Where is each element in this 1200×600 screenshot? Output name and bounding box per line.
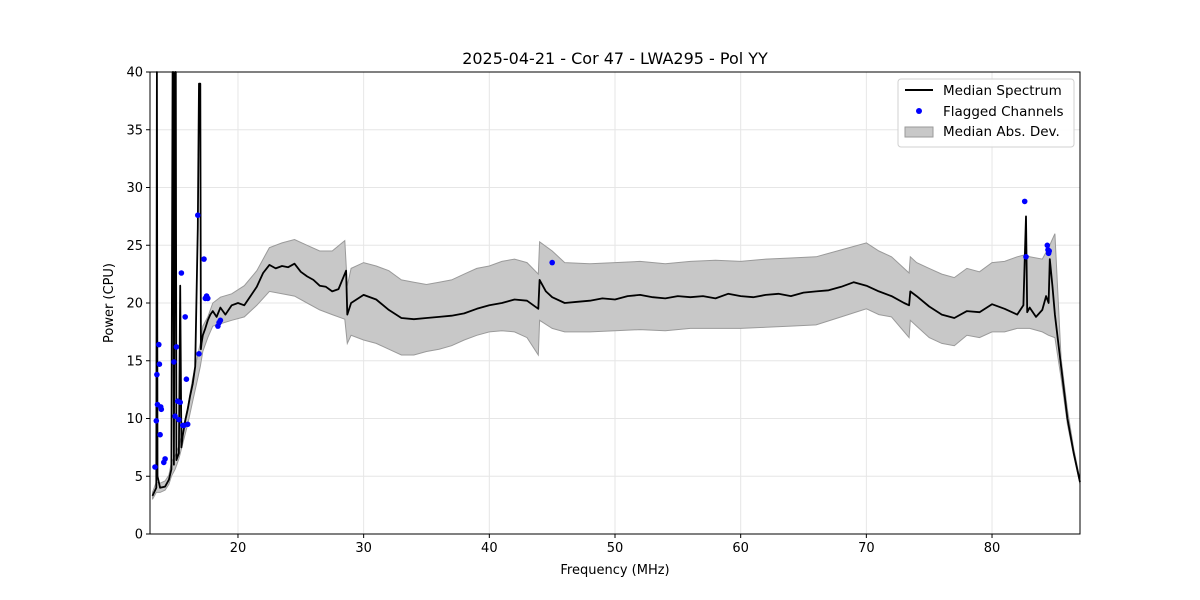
legend-mad-swatch <box>904 126 934 138</box>
flagged-point <box>153 418 160 424</box>
flagged-point <box>205 295 211 302</box>
flagged-point <box>172 413 178 420</box>
y-tick-label: 15 <box>126 354 143 369</box>
flagged-point <box>1023 253 1029 260</box>
x-tick-label: 40 <box>481 541 498 556</box>
flagged-point <box>196 351 202 357</box>
flagged-point <box>173 344 180 350</box>
flagged-point <box>1021 198 1028 205</box>
x-tick-label: 20 <box>230 541 247 556</box>
y-tick-label: 30 <box>126 181 143 196</box>
y-axis-ticks: 0 5 10 15 20 25 30 35 40 <box>126 66 150 543</box>
flagged-point <box>162 456 168 462</box>
chart-title: 2025-04-21 - Cor 47 - LWA295 - Pol YY <box>462 49 768 68</box>
flagged-point <box>182 314 188 320</box>
legend-mad-label: Median Abs. Dev. <box>943 124 1060 140</box>
median-line-layer <box>151 71 1081 497</box>
legend-median-label: Median Spectrum <box>943 83 1062 99</box>
x-tick-label: 30 <box>355 541 372 556</box>
y-tick-label: 20 <box>126 297 143 312</box>
series-median-line <box>151 71 1081 497</box>
legend-box <box>897 78 1075 148</box>
flagged-point <box>156 361 163 368</box>
x-tick-label: 60 <box>732 541 749 556</box>
flagged-point <box>176 416 182 423</box>
x-tick-label: 70 <box>858 541 875 556</box>
flagged-point <box>156 341 162 348</box>
x-axis-ticks: 20 30 40 50 60 70 80 <box>230 534 1001 556</box>
y-tick-label: 10 <box>126 412 143 427</box>
y-axis-label: Power (CPU) <box>102 263 117 343</box>
flagged-point <box>217 317 224 324</box>
y-tick-label: 25 <box>126 239 143 254</box>
flagged-point <box>158 406 165 413</box>
y-tick-label: 0 <box>135 528 143 543</box>
flagged-point <box>154 371 160 378</box>
plot-area <box>149 71 1081 535</box>
legend-flagged-label: Flagged Channels <box>943 104 1064 120</box>
flagged-point <box>195 212 201 218</box>
flagged-point <box>177 399 183 406</box>
flagged-point <box>178 270 185 276</box>
y-tick-label: 40 <box>126 66 143 81</box>
y-tick-label: 35 <box>126 123 143 138</box>
legend-flagged-swatch <box>916 108 922 114</box>
flagged-point <box>1044 242 1051 249</box>
flagged-point <box>201 256 207 262</box>
x-axis-label: Frequency (MHz) <box>560 563 669 578</box>
x-tick-label: 50 <box>607 541 624 556</box>
legend: Median Spectrum Flagged Channels Median … <box>897 78 1075 148</box>
y-tick-label: 5 <box>135 470 143 485</box>
flagged-point <box>171 359 177 365</box>
flagged-points-layer <box>152 198 1052 470</box>
flagged-point <box>184 421 191 428</box>
flagged-point <box>152 464 158 470</box>
flagged-point <box>549 259 555 266</box>
flagged-point <box>157 431 163 438</box>
flagged-point <box>1046 248 1052 254</box>
x-tick-label: 80 <box>984 541 1001 556</box>
flagged-point <box>183 376 190 383</box>
